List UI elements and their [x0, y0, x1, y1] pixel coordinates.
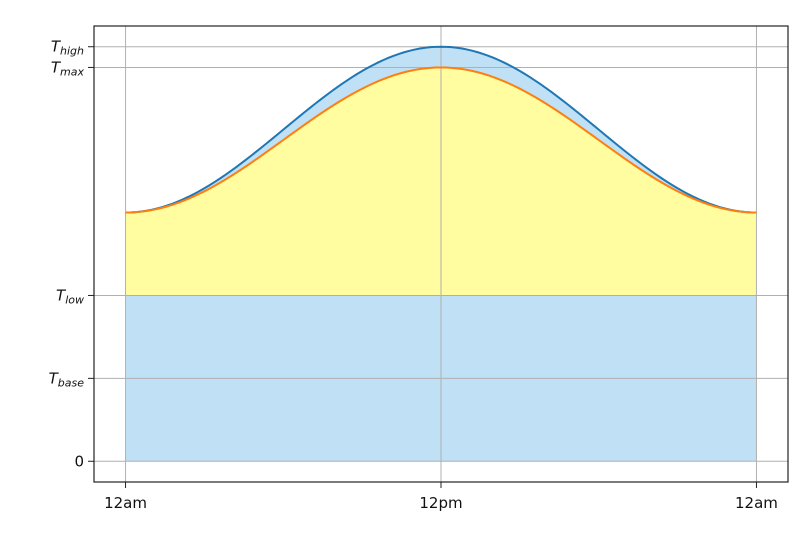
series-line-2 [125, 66, 757, 214]
y-tick-subscript: max [60, 65, 84, 78]
y-tick-label: 0 [74, 452, 84, 470]
chart-series [125, 45, 757, 214]
y-tick-symbol: T [56, 286, 67, 304]
y-tick-symbol: 0 [74, 452, 84, 470]
y-tick-subscript: base [58, 376, 84, 389]
x-tick-label: 12am [104, 494, 147, 512]
y-tick-subscript: low [65, 293, 84, 306]
x-tick-label: 12pm [419, 494, 462, 512]
y-tick-label: Tmax [51, 58, 85, 78]
y-tick-label: Tbase [49, 369, 85, 389]
y-tick-subscript: high [60, 45, 84, 58]
y-tick-label: Tlow [56, 286, 84, 306]
y-tick-label: Thigh [51, 38, 84, 58]
x-axis: 12am 12pm 12am [104, 482, 778, 512]
y-tick-symbol: T [51, 58, 62, 76]
y-tick-symbol: T [51, 38, 62, 56]
y-tick-symbol: T [49, 369, 60, 387]
series-line-1 [125, 45, 757, 214]
chart-grid [94, 26, 788, 482]
x-tick-label: 12am [735, 494, 778, 512]
